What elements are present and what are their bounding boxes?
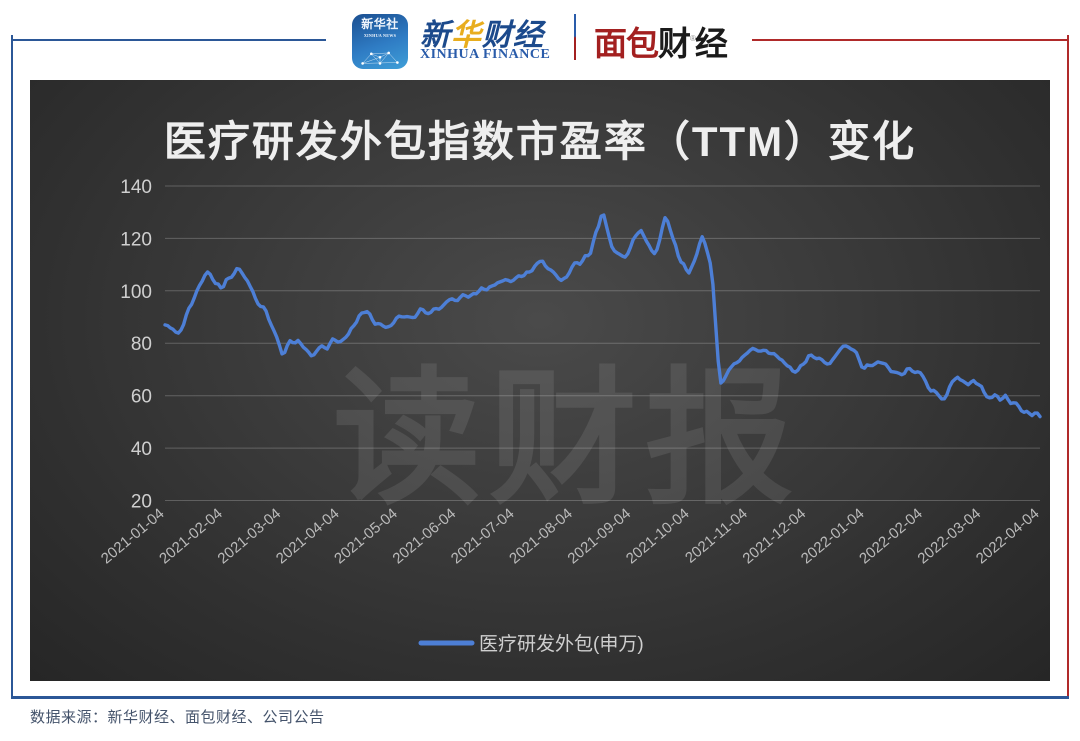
- svg-text:医疗研发外包(申万): 医疗研发外包(申万): [479, 633, 644, 655]
- svg-text:2022-03-04: 2022-03-04: [915, 505, 985, 567]
- svg-text:2022-01-04: 2022-01-04: [798, 505, 868, 567]
- svg-text:120: 120: [120, 229, 152, 250]
- svg-text:80: 80: [131, 334, 152, 355]
- svg-text:2021-03-04: 2021-03-04: [215, 505, 285, 567]
- svg-text:2022-04-04: 2022-04-04: [973, 505, 1043, 567]
- svg-text:20: 20: [131, 492, 152, 513]
- svg-text:40: 40: [131, 439, 152, 460]
- svg-text:2021-02-04: 2021-02-04: [156, 505, 226, 567]
- svg-text:2021-01-04: 2021-01-04: [98, 505, 168, 567]
- svg-text:2022-02-04: 2022-02-04: [856, 505, 926, 567]
- svg-text:读财报: 读财报: [333, 357, 801, 522]
- svg-text:140: 140: [120, 177, 152, 198]
- svg-text:60: 60: [131, 387, 152, 408]
- svg-text:100: 100: [120, 282, 152, 303]
- svg-text:2021-04-04: 2021-04-04: [273, 505, 343, 567]
